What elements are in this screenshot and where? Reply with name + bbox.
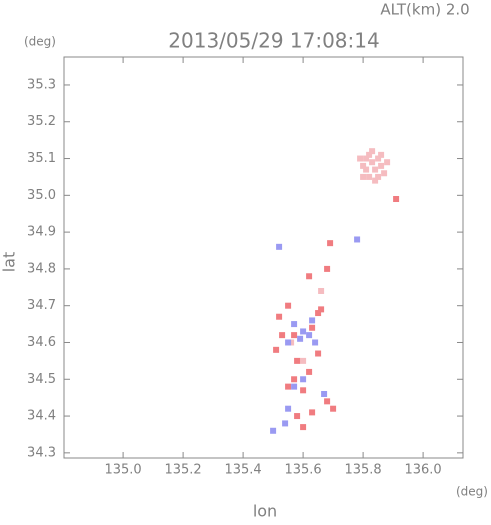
y-unit: (deg): [24, 35, 56, 49]
data-point: [318, 306, 325, 313]
data-point: [321, 390, 328, 397]
chart-title: 2013/05/29 17:08:14: [168, 29, 379, 53]
y-tick-label: 34.4: [27, 409, 56, 424]
data-point: [363, 166, 370, 173]
data-point: [357, 155, 364, 162]
data-point: [372, 177, 379, 184]
data-point: [285, 383, 292, 390]
data-point: [375, 173, 382, 180]
data-point: [315, 310, 322, 317]
data-point: [318, 287, 325, 294]
data-point: [285, 405, 292, 412]
y-tick-label: 35.2: [27, 114, 56, 129]
x-tick-label: 135.0: [104, 463, 141, 478]
data-point: [300, 376, 307, 383]
x-tick-label: 136.0: [404, 463, 441, 478]
y-tick-label: 35.0: [27, 188, 56, 203]
data-point: [369, 159, 376, 166]
y-tick-label: 34.7: [27, 298, 56, 313]
data-point: [384, 159, 391, 166]
data-point: [294, 357, 301, 364]
x-unit: (deg): [456, 485, 488, 499]
data-point: [366, 151, 373, 158]
data-point: [306, 368, 313, 375]
y-tick-label: 34.6: [27, 335, 56, 350]
data-point: [324, 265, 331, 272]
x-tick-label: 135.6: [284, 463, 321, 478]
data-point: [270, 427, 277, 434]
data-point: [312, 339, 319, 346]
data-point: [276, 313, 283, 320]
data-point: [306, 273, 313, 280]
data-point: [291, 321, 298, 328]
data-point: [285, 339, 292, 346]
data-point: [297, 335, 304, 342]
data-point: [273, 346, 280, 353]
data-point: [300, 328, 307, 335]
y-tick-label: 34.9: [27, 225, 56, 240]
x-axis-label: lon: [253, 502, 277, 521]
data-point: [360, 173, 367, 180]
data-point: [354, 236, 361, 243]
plot-frame: [63, 56, 464, 459]
data-point: [309, 409, 316, 416]
data-point: [276, 243, 283, 250]
y-tick-label: 34.3: [27, 445, 56, 460]
y-tick-label: 35.3: [27, 77, 56, 92]
data-point: [393, 196, 400, 203]
data-point: [291, 332, 298, 339]
y-axis-label: lat: [0, 252, 19, 273]
data-point: [363, 155, 370, 162]
data-point: [375, 155, 382, 162]
data-point: [309, 317, 316, 324]
data-point: [294, 413, 301, 420]
data-point: [282, 420, 289, 427]
y-tick-label: 35.1: [27, 151, 56, 166]
data-point: [381, 170, 388, 177]
data-point: [330, 405, 337, 412]
data-point: [291, 383, 298, 390]
data-point: [369, 148, 376, 155]
data-point: [366, 173, 373, 180]
data-point: [327, 240, 334, 247]
data-point: [306, 332, 313, 339]
data-point: [378, 162, 385, 169]
y-tick-label: 34.5: [27, 372, 56, 387]
data-point: [300, 387, 307, 394]
data-point: [285, 302, 292, 309]
data-point: [324, 398, 331, 405]
data-point: [360, 162, 367, 169]
data-point: [315, 350, 322, 357]
data-point: [300, 424, 307, 431]
y-tick-label: 34.8: [27, 261, 56, 276]
x-tick-label: 135.4: [224, 463, 261, 478]
data-point: [300, 357, 307, 364]
data-point: [309, 324, 316, 331]
x-tick-label: 135.8: [344, 463, 381, 478]
data-point: [279, 332, 286, 339]
data-point: [378, 151, 385, 158]
data-point: [291, 376, 298, 383]
annotation: ALT(km) 2.0: [380, 1, 469, 19]
x-tick-label: 135.2: [164, 463, 201, 478]
data-point: [372, 166, 379, 173]
